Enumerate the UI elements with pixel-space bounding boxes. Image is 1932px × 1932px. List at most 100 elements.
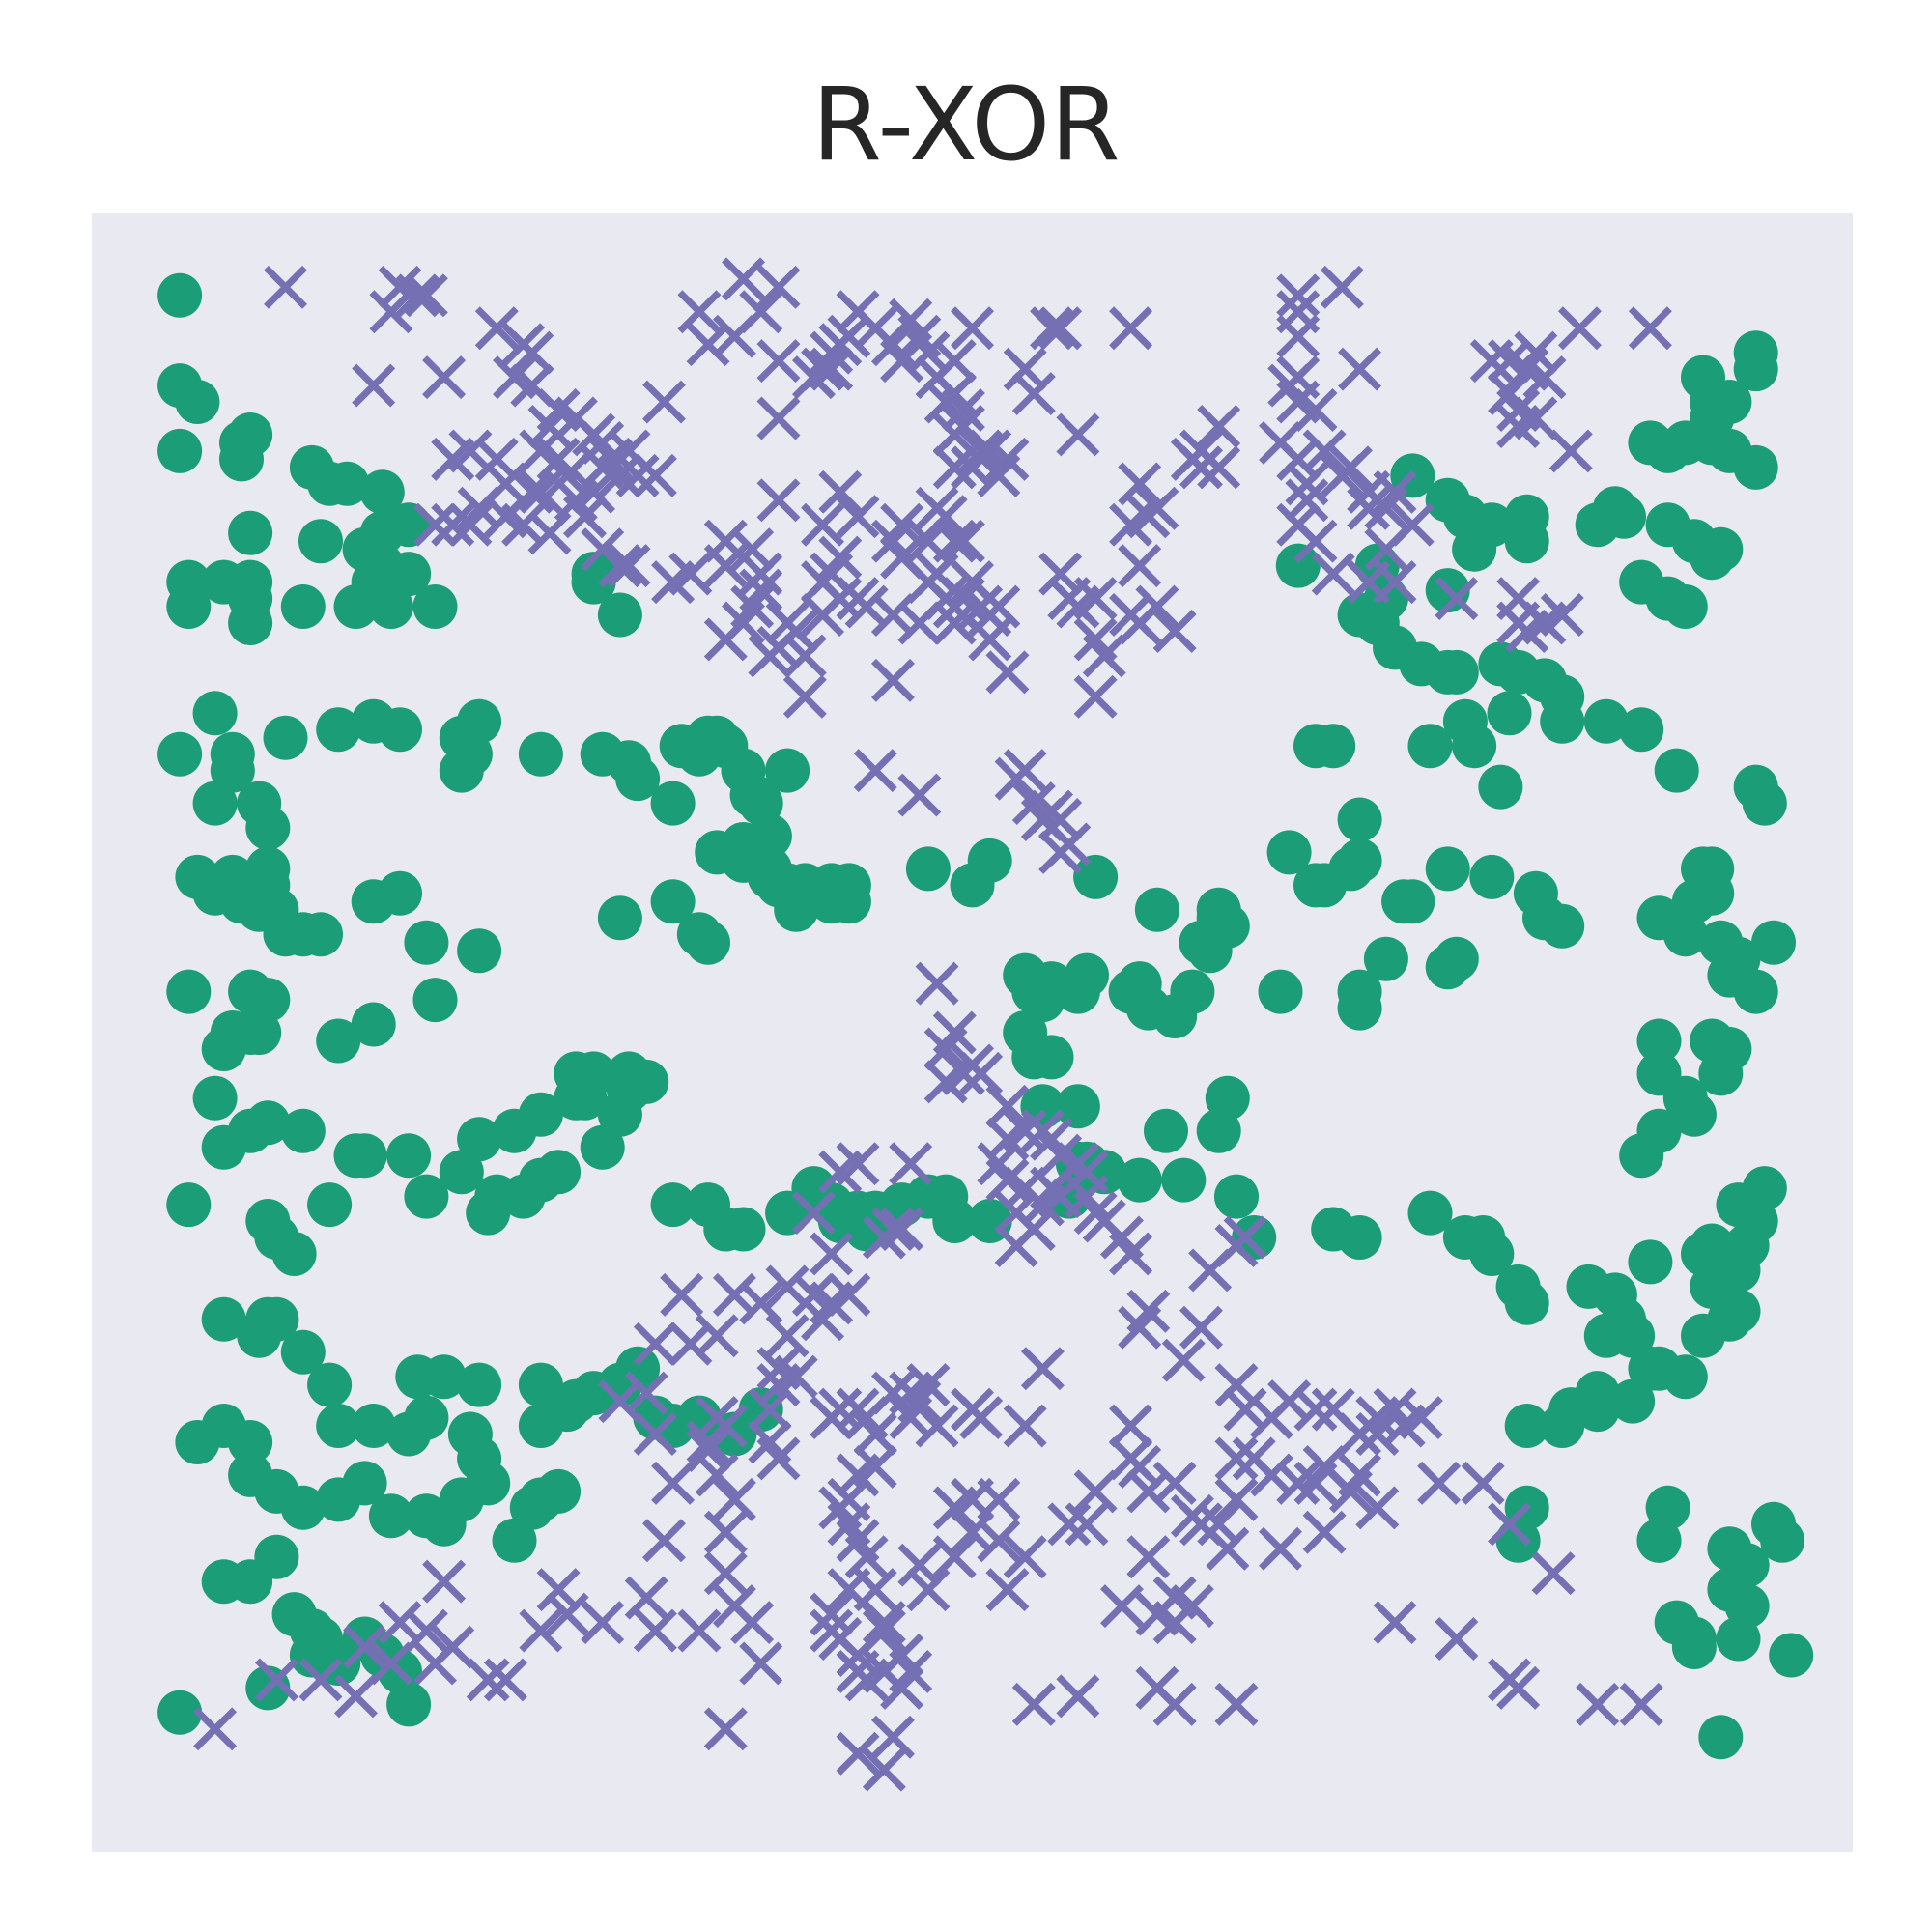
circle-point <box>1337 838 1382 883</box>
x-point <box>1003 347 1047 391</box>
x-point <box>756 1363 801 1407</box>
x-point <box>985 1084 1030 1128</box>
circle-point <box>1407 1190 1453 1236</box>
x-point <box>897 773 942 817</box>
circle-point <box>571 559 616 605</box>
circle-point <box>1390 879 1435 924</box>
circle-point <box>1144 1108 1188 1153</box>
circle-point <box>1469 854 1515 899</box>
x-point <box>1531 1551 1576 1596</box>
x-point <box>818 469 863 514</box>
circle-point <box>316 1018 361 1064</box>
x-point <box>1223 1215 1267 1260</box>
x-point <box>1109 1436 1153 1481</box>
x-point <box>677 1608 722 1653</box>
x-point <box>1047 822 1092 867</box>
x-point <box>369 1641 413 1686</box>
x-point <box>756 396 801 440</box>
x-point <box>818 535 863 580</box>
x-point <box>1259 1526 1303 1571</box>
circle-point <box>607 1051 651 1096</box>
circle-point <box>1187 928 1233 974</box>
x-point <box>923 1060 968 1104</box>
x-point <box>1514 396 1558 440</box>
circle-point <box>280 1108 326 1153</box>
x-point <box>1311 552 1355 596</box>
circle-point <box>404 1174 449 1219</box>
circle-point <box>228 510 273 555</box>
circle-point <box>228 601 273 645</box>
x-point <box>1135 1665 1179 1710</box>
x-point <box>870 658 915 702</box>
circle-point <box>378 870 422 916</box>
x-point <box>915 1404 959 1448</box>
circle-point <box>412 584 458 629</box>
circle-point <box>228 1420 273 1464</box>
x-point <box>915 961 959 1006</box>
x-point <box>1152 610 1197 653</box>
circle-point <box>518 731 563 777</box>
circle-point <box>1628 1239 1673 1285</box>
x-point <box>1355 1486 1400 1530</box>
x-point <box>395 273 440 318</box>
x-point <box>791 1191 836 1236</box>
x-point <box>1576 1682 1620 1726</box>
circle-point <box>457 928 502 974</box>
x-point <box>695 1453 739 1497</box>
circle-point <box>333 1133 379 1179</box>
circle-point <box>1425 945 1470 990</box>
circle-point <box>201 1296 246 1342</box>
circle-point <box>307 1182 353 1228</box>
circle-point <box>826 879 871 924</box>
circle-point <box>1407 724 1453 769</box>
x-point <box>1619 1682 1663 1726</box>
circle-point <box>932 1199 978 1243</box>
circle-point <box>721 1207 766 1252</box>
x-point <box>703 1707 748 1751</box>
x-point <box>818 1150 863 1194</box>
x-point <box>1170 1584 1214 1629</box>
circle-point <box>1258 969 1303 1014</box>
x-point <box>193 1707 238 1751</box>
x-point <box>1030 306 1074 351</box>
x-point <box>660 1272 704 1317</box>
x-point <box>1276 1461 1321 1505</box>
x-point <box>951 560 994 605</box>
circle-point <box>1170 969 1215 1014</box>
x-point <box>730 527 775 572</box>
x-point <box>765 1314 810 1358</box>
circle-point <box>1065 952 1109 998</box>
x-point <box>932 339 977 384</box>
circle-point <box>1117 1157 1162 1203</box>
x-point <box>651 1461 696 1505</box>
x-point <box>474 306 519 351</box>
x-point <box>422 1559 467 1604</box>
x-point <box>615 453 660 497</box>
circle-point <box>378 707 422 753</box>
x-point <box>642 380 686 424</box>
circle-point <box>219 437 264 482</box>
circle-point <box>597 592 642 638</box>
x-point <box>1373 1601 1417 1645</box>
x-point <box>1099 1215 1144 1260</box>
circle-point <box>1134 887 1179 932</box>
x-point <box>333 1674 378 1719</box>
circle-point <box>580 1124 625 1170</box>
circle-point <box>1636 1518 1682 1563</box>
x-point <box>1038 306 1083 351</box>
x-point <box>801 502 845 547</box>
x-point <box>483 1658 527 1702</box>
x-point <box>1003 1404 1047 1448</box>
x-point <box>352 363 396 408</box>
circle-point <box>1029 1035 1074 1080</box>
x-point <box>836 1453 880 1497</box>
x-point <box>994 1224 1038 1267</box>
circle-point <box>1575 502 1620 548</box>
circle-point <box>1636 1018 1682 1064</box>
x-point <box>554 478 598 523</box>
circle-point <box>1311 724 1356 769</box>
x-point <box>853 749 897 793</box>
x-point <box>730 1601 775 1645</box>
x-point <box>431 1625 475 1669</box>
